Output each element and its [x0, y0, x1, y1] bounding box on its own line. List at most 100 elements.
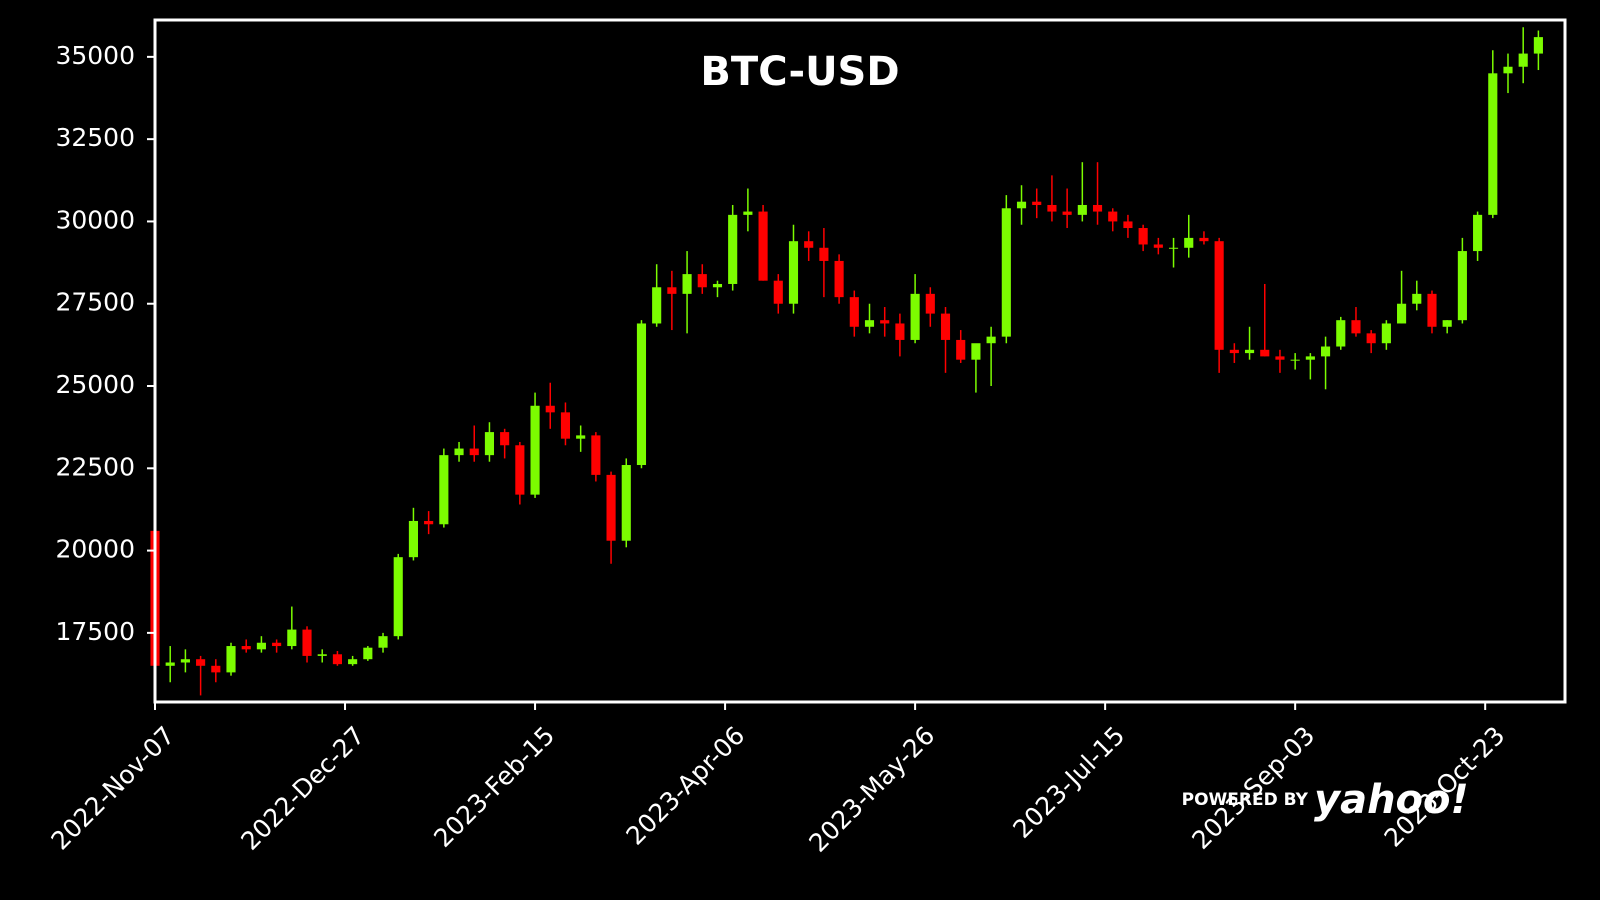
- candle-body: [439, 455, 449, 525]
- y-tick-label: 30000: [55, 205, 135, 234]
- candle-body: [880, 320, 890, 324]
- candle-body: [804, 241, 814, 248]
- candle-body: [363, 647, 373, 660]
- candle-body: [1442, 320, 1452, 327]
- candle-body: [1457, 251, 1467, 321]
- candle-body: [697, 274, 707, 288]
- candle-body: [180, 659, 190, 663]
- candle-body: [591, 435, 601, 475]
- candle-body: [1260, 349, 1270, 357]
- candle-body: [1305, 356, 1315, 360]
- candle-body: [545, 405, 555, 413]
- candle-body: [1488, 73, 1498, 215]
- candle-body: [758, 211, 768, 281]
- candle-body: [1473, 214, 1483, 252]
- candle-body: [971, 343, 981, 360]
- candle-body: [1427, 293, 1437, 327]
- y-tick-label: 35000: [55, 41, 135, 70]
- candle-body: [864, 320, 875, 327]
- candle-body: [773, 280, 783, 304]
- chart-title: BTC-USD: [700, 49, 899, 95]
- watermark-prefix: POWERED BY: [1182, 790, 1309, 810]
- candle-body: [849, 297, 859, 327]
- candle-body: [226, 646, 236, 673]
- plot-frame: [153, 18, 1567, 704]
- candle-body: [1321, 346, 1331, 357]
- candle-body: [332, 654, 342, 665]
- candle-body: [1503, 66, 1513, 74]
- candle-body: [1229, 349, 1239, 354]
- candle-body: [1153, 244, 1163, 248]
- y-tick-label: 27500: [55, 288, 135, 317]
- candle-body: [1108, 211, 1118, 222]
- candle-body: [241, 646, 251, 650]
- candle-body: [986, 336, 996, 344]
- candle-body: [165, 662, 175, 666]
- candle-body: [576, 435, 586, 439]
- candle-body: [667, 287, 677, 294]
- candle-body: [393, 557, 403, 637]
- candle-body: [1138, 228, 1148, 245]
- candle-body: [743, 211, 753, 215]
- candle-body: [1092, 204, 1103, 212]
- candle-body: [1290, 359, 1300, 361]
- candle-body: [317, 654, 327, 656]
- candle-body: [211, 665, 221, 673]
- candle-body: [378, 636, 388, 648]
- candle-body: [910, 293, 920, 340]
- candle-body: [1336, 320, 1346, 347]
- candle-body: [515, 445, 525, 495]
- candle-body: [1199, 237, 1209, 242]
- candle-body: [530, 405, 540, 495]
- candle-body: [1016, 201, 1027, 209]
- candle-body: [1518, 53, 1528, 67]
- candle-body: [925, 293, 935, 314]
- candle-body: [956, 339, 966, 360]
- candle-body: [1184, 237, 1194, 248]
- watermark-brand: yahoo!: [1314, 777, 1469, 823]
- y-tick-label: 20000: [55, 535, 135, 564]
- candle-body: [1062, 211, 1072, 215]
- y-tick-label: 32500: [55, 123, 135, 152]
- candle-body: [1001, 208, 1011, 337]
- candle-body: [1397, 303, 1407, 324]
- candle-body: [1244, 349, 1255, 354]
- candle-body: [302, 629, 312, 656]
- candle-body: [1168, 247, 1179, 249]
- candle-body: [1533, 37, 1543, 54]
- candle-body: [728, 214, 738, 284]
- candle-body: [196, 659, 206, 666]
- candle-body: [1047, 204, 1057, 212]
- candle-body: [1366, 333, 1376, 344]
- candle-body: [256, 642, 266, 650]
- candle-body: [500, 432, 510, 446]
- candle-body: [606, 474, 616, 541]
- candle-body: [1381, 323, 1391, 344]
- candle-body: [408, 520, 418, 558]
- candle-body: [287, 629, 297, 647]
- candle-body: [712, 283, 723, 288]
- y-tick-label: 17500: [55, 617, 135, 646]
- candle-body: [652, 287, 662, 324]
- candle-body: [682, 274, 692, 294]
- candle-body: [834, 260, 844, 298]
- candle-body: [560, 412, 571, 439]
- candle-body: [895, 323, 905, 340]
- candle-body: [621, 465, 631, 541]
- candle-body: [272, 642, 282, 647]
- y-tick-label: 25000: [55, 370, 135, 399]
- candle-body: [1412, 293, 1422, 304]
- candle-body: [1351, 320, 1361, 334]
- candle-body: [788, 241, 799, 304]
- candle-body: [940, 313, 951, 340]
- candle-body: [454, 448, 464, 456]
- y-tick-label: 22500: [55, 452, 135, 481]
- candle-body: [1032, 201, 1042, 205]
- candle-body: [819, 247, 829, 261]
- candle-body: [484, 432, 495, 456]
- candle-body: [1275, 356, 1285, 360]
- candle-body: [469, 448, 479, 456]
